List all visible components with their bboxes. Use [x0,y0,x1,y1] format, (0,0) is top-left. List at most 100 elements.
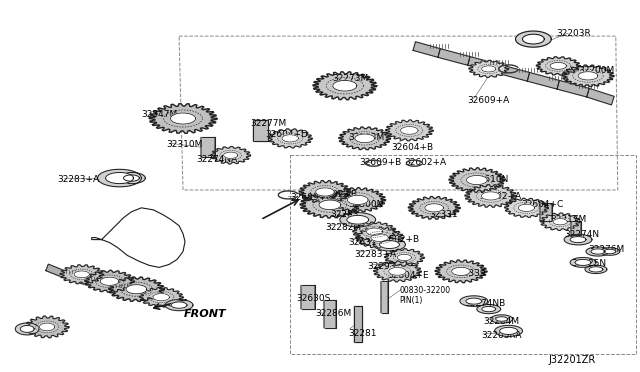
Text: 32293: 32293 [367,262,396,272]
Polygon shape [460,296,488,307]
Polygon shape [170,113,196,124]
Polygon shape [340,213,376,227]
Text: 32203R: 32203R [556,29,591,38]
Polygon shape [527,73,559,89]
Polygon shape [313,72,376,100]
Polygon shape [109,277,164,301]
Polygon shape [211,147,250,164]
Polygon shape [46,264,73,280]
Polygon shape [575,259,591,266]
Polygon shape [367,228,383,235]
Polygon shape [319,200,341,210]
Polygon shape [550,62,566,69]
Text: 32339: 32339 [457,269,486,278]
Polygon shape [477,305,500,314]
Polygon shape [385,249,424,266]
Polygon shape [145,294,167,307]
Polygon shape [316,188,334,196]
Text: 32604+E: 32604+E [387,271,429,280]
Polygon shape [330,187,385,212]
Text: 32331: 32331 [429,210,458,219]
Text: 32283+A: 32283+A [57,175,99,184]
Polygon shape [353,222,396,241]
Polygon shape [504,198,548,217]
Polygon shape [374,238,405,251]
Polygon shape [106,173,133,184]
Polygon shape [15,323,39,335]
Polygon shape [465,185,516,207]
Polygon shape [301,285,315,309]
Polygon shape [469,60,509,77]
Polygon shape [564,234,592,245]
Text: 32604+D: 32604+D [266,131,308,140]
Polygon shape [435,260,487,283]
Polygon shape [165,299,193,311]
Polygon shape [408,196,460,219]
Text: PIN(1): PIN(1) [399,296,423,305]
Polygon shape [540,213,580,231]
Text: 32273M: 32273M [332,74,368,83]
Polygon shape [385,120,433,141]
Polygon shape [491,315,513,323]
Polygon shape [25,316,69,338]
Polygon shape [388,267,406,275]
Polygon shape [570,237,586,243]
Polygon shape [347,215,369,224]
Text: 32610N: 32610N [473,175,508,184]
Polygon shape [438,49,470,65]
Polygon shape [121,288,147,301]
Polygon shape [149,104,217,133]
Text: 32225N: 32225N [571,259,606,269]
Text: 32630S: 32630S [296,294,330,303]
Polygon shape [587,89,614,105]
Polygon shape [356,227,403,248]
Polygon shape [348,195,368,205]
Polygon shape [482,307,495,312]
Text: 32213M: 32213M [348,134,384,142]
Polygon shape [600,248,620,255]
Polygon shape [299,181,351,203]
Text: 32283: 32283 [330,210,358,219]
Polygon shape [536,57,580,75]
Polygon shape [300,192,360,218]
Polygon shape [500,327,518,334]
Polygon shape [253,119,268,141]
Text: 32274N: 32274N [564,230,599,239]
Text: 32204M: 32204M [484,317,520,326]
Polygon shape [339,127,390,150]
Text: 32602+B: 32602+B [315,190,357,199]
Polygon shape [355,134,374,143]
Text: 32217M: 32217M [550,215,586,224]
Polygon shape [374,261,421,282]
Polygon shape [381,281,388,313]
Text: 32300N: 32300N [348,200,383,209]
Polygon shape [604,249,616,254]
Polygon shape [586,247,610,256]
Polygon shape [467,176,487,185]
Polygon shape [413,42,440,57]
Polygon shape [482,66,496,72]
Polygon shape [84,270,134,292]
Text: 32274NA: 32274NA [196,155,237,164]
Polygon shape [522,34,544,44]
Polygon shape [468,57,500,73]
Text: 32347M: 32347M [141,110,177,119]
Polygon shape [333,80,357,91]
Polygon shape [585,265,607,273]
Text: 32277M: 32277M [250,119,287,128]
Polygon shape [40,323,54,331]
Polygon shape [60,265,104,284]
Text: 32310M: 32310M [166,140,202,149]
Text: 32281: 32281 [348,329,376,338]
Text: 32200M: 32200M [578,66,614,75]
Polygon shape [518,204,534,211]
Polygon shape [495,326,522,336]
Polygon shape [452,267,470,275]
Text: 32631: 32631 [348,238,376,247]
Polygon shape [589,267,603,272]
Text: 32609+C: 32609+C [290,193,333,202]
Polygon shape [153,294,170,301]
Polygon shape [553,219,567,225]
Polygon shape [481,192,500,200]
Text: 32604+C: 32604+C [522,200,564,209]
